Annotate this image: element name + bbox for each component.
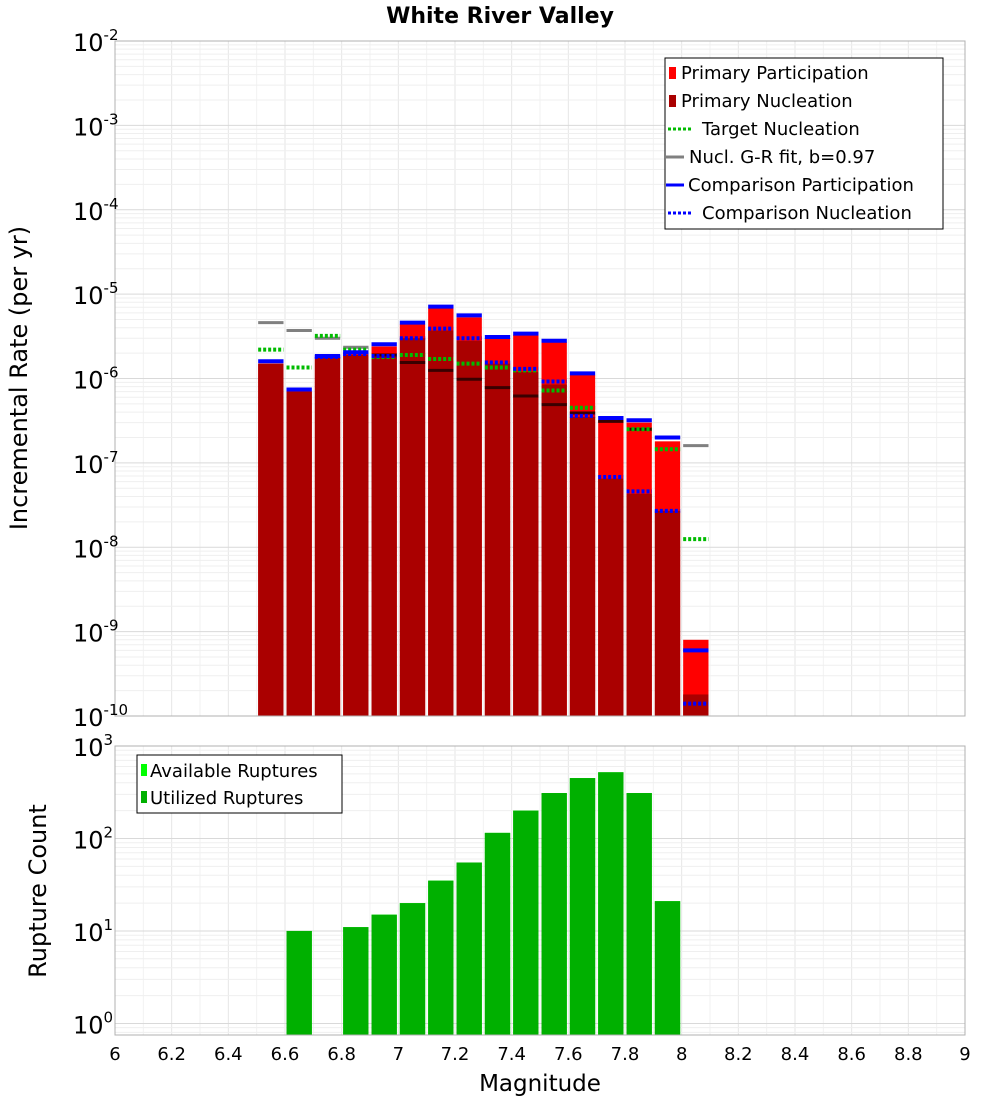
primary-nucleation-swatch — [669, 95, 676, 107]
utilized-ruptures-bar — [371, 914, 397, 1035]
top-y-tick-label: 10-2 — [73, 26, 119, 57]
primary-nucleation-legend-label: Primary Nucleation — [681, 91, 853, 112]
primary-nucleation-bar — [654, 510, 681, 716]
rate-markers — [258, 304, 709, 706]
utilized-ruptures-bar — [484, 832, 511, 1035]
nucl-g-r-fit-b-0-97-legend-label: Nucl. G-R fit, b=0.97 — [689, 147, 875, 168]
x-tick-label: 7.2 — [441, 1044, 470, 1065]
top-y-tick-label: 10-8 — [73, 532, 119, 563]
x-tick-label: 8.2 — [724, 1044, 753, 1065]
bottom-y-tick-label: 103 — [73, 731, 113, 762]
utilized-ruptures-legend-label: Utilized Ruptures — [150, 788, 303, 809]
utilized-ruptures-bar — [541, 793, 567, 1035]
bottom-plot-frame — [114, 745, 966, 1036]
primary-nucleation-bar — [428, 330, 454, 716]
primary-nucleation-bar — [569, 416, 596, 716]
x-tick-label: 6.2 — [157, 1044, 186, 1065]
bottom-y-tick-label: 101 — [73, 916, 113, 947]
x-tick-label: 8 — [676, 1044, 687, 1065]
top-y-tick-label: 10-6 — [73, 364, 119, 395]
primary-participation-legend-label: Primary Participation — [681, 63, 869, 84]
primary-nucleation-bar — [371, 354, 397, 716]
utilized-ruptures-bar — [456, 862, 482, 1035]
primary-participation-swatch — [669, 67, 676, 79]
primary-nucleation-bar — [456, 340, 482, 716]
utilized-ruptures-bar — [286, 930, 312, 1035]
utilized-ruptures-bar — [399, 903, 426, 1035]
bottom-legend: Available Ruptures Utilized Ruptures — [136, 754, 343, 814]
x-tick-label: 6.4 — [214, 1044, 243, 1065]
bottom-plot: 100 101 102 103 6 6.2 6.4 6.6 6.8 7 7.2 7.4 7.6 7.8 8… — [24, 731, 971, 1097]
primary-nucleation-bar — [343, 354, 369, 716]
primary-nucleation-bars — [258, 330, 709, 716]
x-axis-label: Magnitude — [479, 1071, 601, 1097]
x-tick-label: 6 — [109, 1044, 120, 1065]
primary-nucleation-bar — [286, 391, 312, 716]
primary-nucleation-bar — [258, 363, 284, 716]
chart-title: White River Valley — [386, 4, 614, 29]
primary-nucleation-bar — [513, 371, 539, 716]
bottom-y-tick-label: 100 — [73, 1008, 113, 1039]
available-ruptures-legend-label: Available Ruptures — [150, 761, 318, 782]
utilized-ruptures-bar — [569, 778, 596, 1035]
x-tick-label: 8.4 — [781, 1044, 810, 1065]
primary-nucleation-bar — [314, 356, 341, 716]
top-y-tick-label: 10-4 — [73, 195, 119, 226]
top-y-tick-label: 10-7 — [73, 448, 119, 479]
rupture-count-bars — [286, 772, 681, 1035]
x-tick-labels: 6 6.2 6.4 6.6 6.8 7 7.2 7.4 7.6 7.8 8 8.2 8.4 8.6 8.8 9 — [109, 1044, 970, 1065]
bottom-y-tick-labels: 100 101 102 103 — [73, 731, 113, 1039]
utilized-ruptures-bar — [626, 793, 652, 1035]
top-y-tick-label: 10-9 — [73, 617, 119, 648]
top-y-axis-label: Incremental Rate (per yr) — [5, 226, 33, 530]
bottom-y-tick-label: 102 — [73, 823, 113, 854]
target-nucleation-legend-label: Target Nucleation — [701, 119, 860, 140]
bottom-y-axis-label: Rupture Count — [24, 804, 52, 978]
primary-nucleation-bar — [399, 338, 426, 716]
primary-nucleation-bar — [598, 478, 624, 716]
primary-nucleation-bar — [626, 493, 652, 716]
x-tick-label: 8.8 — [894, 1044, 923, 1065]
comparison-participation-legend-label: Comparison Participation — [688, 175, 914, 196]
top-plot: 10-10 10-9 10-8 10-7 10-6 10-5 10-4 10-3 10-2 In… — [5, 26, 966, 732]
x-tick-label: 9 — [959, 1044, 970, 1065]
utilized-ruptures-bar — [513, 810, 539, 1035]
top-y-tick-label: 10-5 — [73, 279, 119, 310]
x-tick-label: 7.4 — [497, 1044, 526, 1065]
utilized-ruptures-bar — [598, 772, 624, 1035]
available-ruptures-swatch — [141, 764, 147, 776]
top-plot-frame — [114, 40, 966, 717]
utilized-ruptures-bar — [654, 901, 681, 1035]
primary-nucleation-bar — [541, 384, 567, 716]
utilized-ruptures-swatch — [141, 791, 147, 803]
top-y-tick-labels: 10-10 10-9 10-8 10-7 10-6 10-5 10-4 10-3 10-2 — [73, 26, 128, 732]
utilized-ruptures-bar — [428, 880, 454, 1035]
utilized-ruptures-bar — [343, 927, 369, 1035]
x-tick-label: 7 — [393, 1044, 404, 1065]
x-tick-label: 7.6 — [554, 1044, 583, 1065]
top-legend: Primary Participation Primary Nucleation T… — [664, 57, 944, 230]
x-tick-label: 8.6 — [837, 1044, 866, 1065]
x-tick-label: 6.6 — [271, 1044, 300, 1065]
bottom-legend-box — [136, 754, 343, 814]
comparison-nucleation-legend-label: Comparison Nucleation — [702, 203, 912, 224]
top-y-tick-label: 10-3 — [73, 110, 119, 141]
top-y-tick-label: 10-10 — [73, 701, 128, 732]
x-tick-label: 7.8 — [611, 1044, 640, 1065]
x-tick-label: 6.8 — [327, 1044, 356, 1065]
top-legend-box — [664, 57, 944, 230]
primary-nucleation-bar — [484, 363, 511, 716]
top-gridlines — [114, 40, 966, 717]
